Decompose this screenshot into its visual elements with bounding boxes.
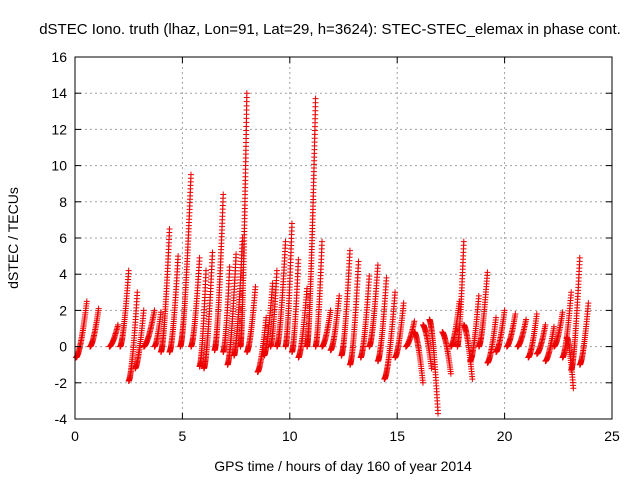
data-point [475,292,482,299]
data-point [570,385,577,392]
data-point [460,238,467,245]
data-point [559,309,566,316]
data-point [419,379,426,386]
x-tick-label: 25 [604,428,620,444]
data-point [312,95,319,102]
data-point [166,225,173,232]
y-tick-label: 12 [51,121,67,137]
data-point [428,365,435,372]
data-point [282,238,289,245]
y-tick-label: 6 [59,230,67,246]
y-tick-label: -2 [55,375,68,391]
data-point [355,258,362,265]
y-tick-label: 4 [59,266,67,282]
y-tick-label: 2 [59,302,67,318]
y-tick-label: 14 [51,85,67,101]
data-point [493,314,500,321]
data-point [273,267,280,274]
data-point [233,251,240,258]
data-point [203,267,210,274]
data-point [400,300,407,307]
y-tick-label: 8 [59,194,67,210]
data-point [187,171,194,178]
plot-frame [74,56,613,420]
data-point [114,321,121,328]
data-point [374,262,381,269]
data-point [576,254,583,261]
y-tick-label: -4 [55,411,68,427]
x-axis-label: GPS time / hours of day 160 of year 2014 [214,458,472,474]
y-tick-label: 16 [51,49,67,65]
x-tick-label: 20 [497,428,513,444]
data-point [95,305,102,312]
data-point [383,274,390,281]
x-tick-label: 0 [71,428,79,444]
data-point [209,249,216,256]
data-point [327,307,334,314]
x-tick-label: 15 [389,428,405,444]
data-point [336,292,343,299]
data-point [288,220,295,227]
y-tick-label: 10 [51,158,67,174]
x-tick-label: 10 [282,428,298,444]
data-point [151,307,158,314]
data-point [243,90,250,97]
data-point [435,410,442,417]
data-point [220,191,227,198]
data-point [568,289,575,296]
data-point [83,298,90,305]
data-point [157,309,164,316]
axis-ticks: 0 5 10 15 20 25 -4 -2 0 2 4 6 8 10 12 14 16 [51,49,620,444]
data-point [484,269,491,276]
data-point [501,307,508,314]
data-point [319,238,326,245]
data-point [512,311,519,318]
data-point [134,289,141,296]
data-point [523,316,530,323]
data-point [125,267,132,274]
x-tick-label: 5 [179,428,187,444]
data-point [392,289,399,296]
data-point [295,256,302,263]
data-point [252,283,259,290]
data-point [585,300,592,307]
y-axis-label: dSTEC / TECUs [5,187,21,289]
data-point [447,370,454,377]
data-point [542,321,549,328]
data-point [175,253,182,260]
y-tick-label: 0 [59,339,67,355]
grid-lines [75,57,612,419]
data-point [533,311,540,318]
data-points [73,90,592,417]
data-point [346,247,353,254]
data-point [366,273,373,280]
data-point [140,307,147,314]
data-point [196,254,203,261]
data-point [551,323,558,330]
data-point [411,318,418,325]
data-point [469,376,476,383]
chart-title: dSTEC Iono. truth (lhaz, Lon=91, Lat=29,… [39,21,621,38]
data-point [226,263,233,270]
